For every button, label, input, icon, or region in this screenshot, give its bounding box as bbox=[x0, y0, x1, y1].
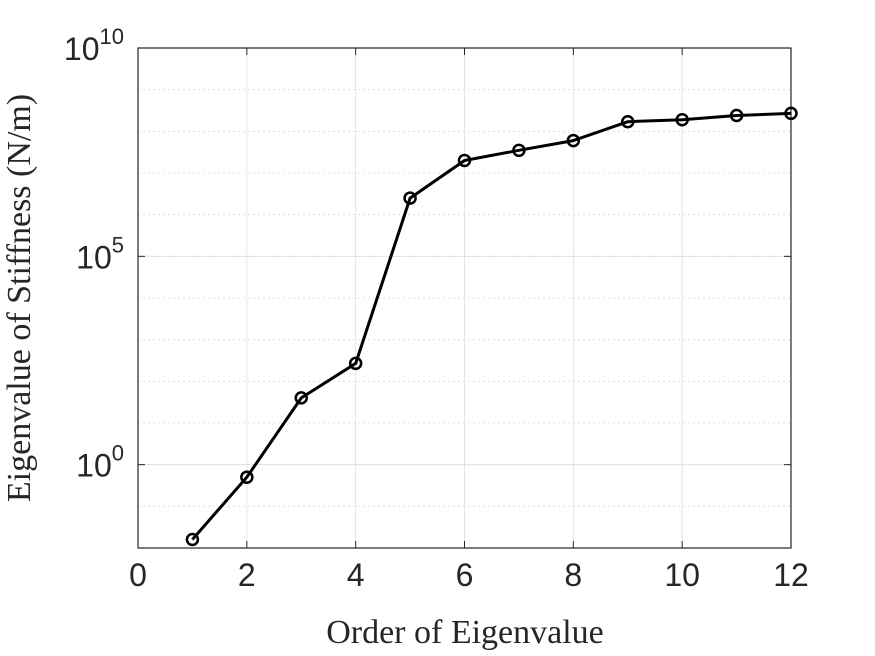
data-point-marker bbox=[675, 112, 689, 127]
x-tick-label: 0 bbox=[129, 557, 147, 593]
tick-layer: 0 2 4 6 8 10 12 100 105 1010 bbox=[64, 24, 809, 593]
series-line-layer bbox=[191, 111, 792, 541]
data-point-marker bbox=[185, 532, 200, 547]
marker-layer bbox=[185, 106, 798, 547]
data-point-marker bbox=[348, 356, 363, 371]
data-point-marker bbox=[294, 391, 308, 405]
x-tick-label: 8 bbox=[564, 557, 582, 593]
data-point-marker bbox=[240, 470, 254, 484]
x-tick-label: 12 bbox=[773, 557, 809, 593]
data-point-marker bbox=[729, 108, 744, 123]
y-tick-label: 100 bbox=[76, 441, 124, 484]
x-tick-label: 10 bbox=[664, 557, 700, 593]
data-point-marker bbox=[512, 143, 526, 158]
y-tick-label: 105 bbox=[76, 232, 124, 275]
series-line bbox=[191, 111, 792, 541]
data-point-marker bbox=[566, 133, 581, 148]
data-point-marker bbox=[621, 114, 635, 129]
x-axis-label: Order of Eigenvalue bbox=[326, 614, 604, 651]
x-tick-label: 4 bbox=[347, 557, 365, 593]
data-point-marker bbox=[403, 191, 417, 205]
grid-layer bbox=[138, 47, 791, 549]
y-axis-label: Eigenvalue of Stiffness (N/m) bbox=[1, 94, 38, 502]
data-point-marker bbox=[457, 153, 472, 168]
x-tick-label: 6 bbox=[456, 557, 474, 593]
x-tick-label: 2 bbox=[238, 557, 256, 593]
data-point-marker bbox=[784, 106, 798, 121]
y-tick-label: 1010 bbox=[64, 24, 124, 67]
